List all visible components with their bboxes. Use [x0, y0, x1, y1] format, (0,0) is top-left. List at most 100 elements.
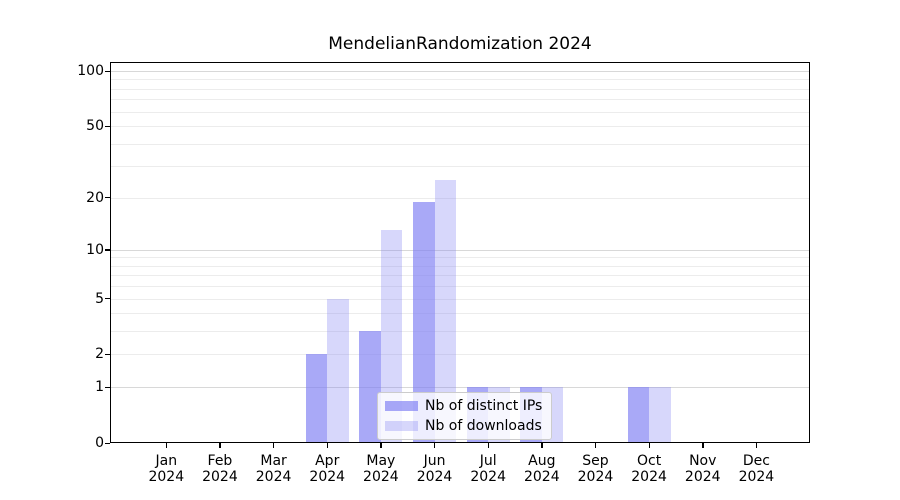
gridline-minor: [111, 257, 809, 259]
x-tick-label: May 2024: [341, 453, 421, 485]
x-axis-tick: [326, 443, 329, 448]
y-axis-tick: [105, 197, 110, 199]
x-axis-tick: [434, 443, 436, 448]
chart-title: MendelianRandomization 2024: [328, 34, 592, 54]
gridline-minor: [111, 331, 809, 333]
gridline-minor: [111, 99, 809, 101]
y-tick-label: 1: [95, 379, 104, 396]
y-tick-label: 100: [77, 63, 104, 80]
y-axis-tick: [105, 70, 110, 72]
legend: Nb of distinct IPs Nb of downloads: [377, 392, 553, 440]
x-axis-tick: [594, 443, 597, 448]
x-axis-tick: [541, 443, 543, 448]
x-tick-label: Apr 2024: [287, 453, 367, 485]
x-tick-year: 2024: [470, 468, 506, 485]
legend-item-distinct-ips: Nb of distinct IPs: [385, 397, 542, 415]
x-tick-year: 2024: [631, 468, 667, 485]
y-tick-label: 50: [86, 118, 104, 135]
x-tick-label: Oct 2024: [609, 453, 689, 485]
x-tick-month: Oct: [636, 453, 662, 469]
x-tick-year: 2024: [523, 468, 560, 485]
x-axis-tick: [755, 443, 758, 448]
x-tick-month: Jul: [479, 453, 497, 469]
y-tick-label: 10: [86, 241, 104, 258]
legend-item-downloads: Nb of downloads: [385, 417, 542, 435]
legend-label-downloads: Nb of downloads: [425, 418, 542, 434]
x-tick-month: May: [366, 453, 396, 469]
x-tick-year: 2024: [684, 468, 721, 485]
gridline-major: [111, 249, 809, 251]
x-tick-month: Mar: [260, 453, 287, 469]
gridline-minor: [111, 354, 809, 356]
x-axis-tick: [165, 443, 168, 448]
plot-area: [110, 62, 810, 443]
gridline-minor: [111, 79, 809, 81]
y-axis-tick: [105, 442, 110, 444]
x-tick-month: Aug: [528, 453, 556, 469]
x-tick-label: Aug 2024: [502, 453, 582, 485]
legend-swatch-downloads: [385, 420, 418, 432]
x-tick-year: 2024: [363, 468, 399, 485]
y-axis-tick: [105, 125, 110, 127]
x-tick-year: 2024: [577, 468, 614, 485]
bar-downloads: [649, 387, 671, 442]
y-tick-label: 2: [95, 346, 104, 363]
gridline-minor: [111, 286, 809, 288]
x-tick-year: 2024: [202, 468, 238, 485]
x-tick-label: Dec 2024: [716, 453, 796, 485]
x-tick-month: Dec: [742, 453, 770, 469]
x-tick-year: 2024: [416, 468, 453, 485]
gridline-major: [111, 387, 809, 389]
y-tick-label: 5: [95, 290, 104, 307]
x-tick-label: Jun 2024: [395, 453, 475, 485]
x-tick-year: 2024: [309, 468, 346, 485]
x-tick-month: Jan: [155, 453, 178, 469]
x-tick-label: Mar 2024: [234, 453, 314, 485]
y-axis-tick: [105, 298, 110, 300]
x-axis-tick: [648, 443, 650, 448]
bar-distinct-ips: [627, 387, 650, 442]
x-tick-month: Apr: [315, 453, 340, 469]
gridline-minor: [111, 126, 809, 128]
x-tick-label: Nov 2024: [663, 453, 743, 485]
gridline-minor: [111, 275, 809, 277]
gridline-minor: [111, 313, 809, 315]
bar-downloads: [380, 230, 403, 442]
x-tick-month: Nov: [689, 453, 717, 469]
y-tick-label: 20: [86, 189, 104, 206]
x-tick-label: Sep 2024: [555, 453, 635, 485]
bar-distinct-ips: [359, 331, 381, 442]
y-axis-tick: [105, 386, 110, 388]
x-axis-tick: [219, 443, 221, 448]
x-axis-tick: [273, 443, 275, 448]
bar-distinct-ips: [413, 201, 435, 442]
gridline-minor: [111, 143, 809, 145]
x-tick-label: Jan 2024: [126, 453, 206, 485]
x-tick-year: 2024: [738, 468, 775, 485]
x-tick-year: 2024: [255, 468, 292, 485]
gridline-minor: [111, 298, 809, 300]
gridline-minor: [111, 111, 809, 113]
x-tick-label: Jul 2024: [448, 453, 528, 485]
x-tick-month: Sep: [582, 453, 609, 469]
x-axis-tick: [487, 443, 489, 448]
x-tick-month: Jun: [423, 453, 446, 469]
gridline-minor: [111, 88, 809, 90]
x-axis-tick: [702, 443, 704, 448]
x-tick-month: Feb: [207, 453, 233, 469]
x-tick-year: 2024: [148, 468, 185, 485]
gridline-minor: [111, 265, 809, 267]
bar-downloads: [434, 180, 457, 442]
x-tick-label: Feb 2024: [180, 453, 260, 485]
gridline-minor: [111, 166, 809, 168]
y-axis-tick: [105, 249, 110, 251]
gridline-minor: [111, 197, 809, 199]
y-axis-tick: [105, 353, 110, 356]
y-tick-label: 0: [95, 435, 104, 451]
legend-swatch-distinct-ips: [385, 400, 418, 412]
bar-distinct-ips: [305, 354, 328, 442]
x-axis-tick: [380, 443, 382, 448]
gridline-major: [111, 71, 809, 73]
bar-downloads: [327, 298, 349, 442]
